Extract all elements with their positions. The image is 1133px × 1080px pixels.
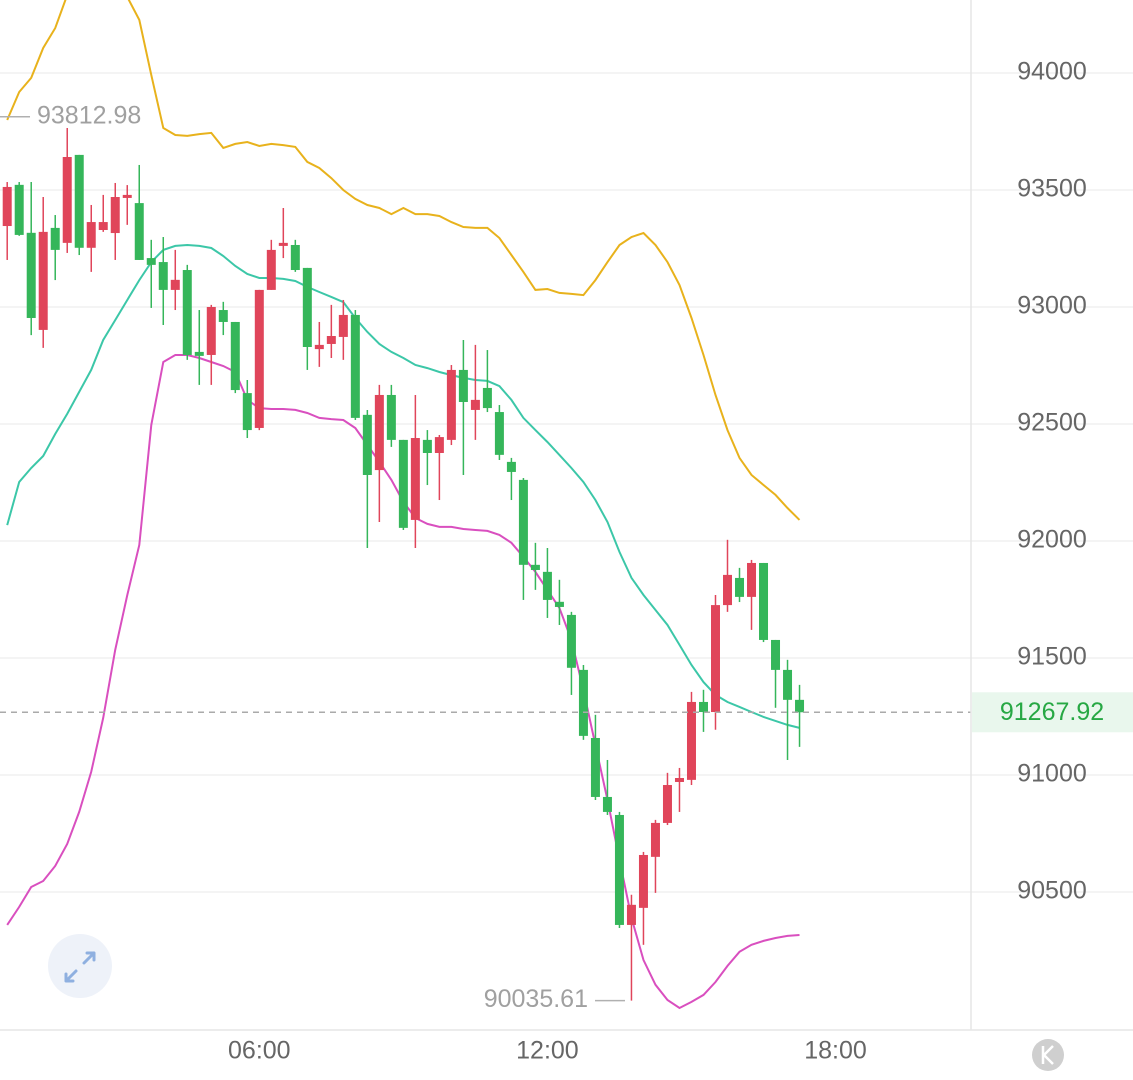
y-tick-label: 92500: [1017, 409, 1087, 437]
candle-body: [590, 737, 600, 797]
candle-body: [698, 701, 708, 713]
x-tick-label: 12:00: [516, 1037, 579, 1065]
candle-body: [735, 577, 745, 597]
candle-body: [723, 574, 732, 606]
candle-body: [771, 639, 781, 670]
last-price-label: 91267.92: [1000, 698, 1104, 726]
last-price-badge: [972, 692, 1133, 733]
candle-body: [542, 571, 552, 600]
candle-body: [482, 387, 492, 409]
candle-body: [242, 393, 252, 431]
candle-body: [578, 669, 588, 736]
y-tick-label: 90500: [1017, 877, 1087, 905]
candle-body: [290, 244, 300, 271]
band-line: [6, 0, 801, 521]
y-tick-label: 94000: [1017, 58, 1087, 86]
annotation-label: 93812.98: [37, 101, 141, 129]
candle-body: [410, 438, 420, 520]
candle-body: [254, 289, 264, 428]
expand-button[interactable]: [48, 934, 112, 998]
candle-body: [146, 258, 156, 265]
kline-icon[interactable]: [1041, 1045, 1054, 1065]
candle-body: [2, 186, 12, 227]
candle-body: [194, 351, 204, 356]
y-tick-label: 91000: [1017, 760, 1087, 788]
grid: [0, 72, 1133, 893]
candle-body: [350, 314, 360, 418]
y-tick-label: 93500: [1017, 175, 1087, 203]
candle-body: [602, 796, 612, 812]
x-tick-label: 06:00: [228, 1037, 291, 1065]
candle-body: [614, 814, 624, 925]
candle-body: [62, 157, 72, 243]
candle-body: [795, 699, 805, 713]
candle-body: [554, 601, 564, 607]
candle-body: [74, 154, 84, 248]
candle-body: [398, 439, 408, 528]
candle-body: [134, 203, 144, 260]
candle-body: [266, 249, 276, 290]
candle-body: [362, 414, 372, 475]
candle-body: [50, 227, 60, 250]
candle-body: [86, 222, 96, 248]
candle-body: [434, 437, 444, 453]
candle-body: [26, 232, 36, 318]
y-tick-label: 93000: [1017, 292, 1087, 320]
candle-body: [650, 822, 660, 857]
candle-body: [446, 369, 456, 440]
candle-body: [494, 412, 504, 455]
candle-body: [230, 321, 240, 391]
y-tick-label: 91500: [1017, 643, 1087, 671]
kline-button[interactable]: [1032, 1039, 1064, 1071]
annotation-label: 90035.61: [484, 985, 588, 1013]
candle-body: [518, 479, 528, 565]
candle-body: [278, 242, 288, 246]
candle-body: [110, 197, 120, 234]
candle-body: [626, 904, 636, 925]
overlay: 90500 91000 91500 92000 92500 93000 93500 94000…: [0, 58, 1133, 1065]
candle-body: [302, 267, 312, 347]
candle-body: [122, 194, 132, 198]
candle-body: [470, 399, 480, 410]
candle-body: [206, 306, 216, 355]
candle-body: [314, 344, 324, 350]
candle-body: [170, 279, 180, 290]
x-tick-label: 18:00: [804, 1037, 867, 1065]
candle-body: [710, 605, 720, 713]
kline-button-bg[interactable]: [1032, 1039, 1064, 1071]
candle-body: [566, 614, 576, 668]
expand-button-bg[interactable]: [48, 934, 112, 998]
candle-body: [530, 564, 540, 570]
candle-body: [386, 394, 396, 440]
candle-body: [338, 314, 348, 337]
candle-body: [638, 854, 648, 908]
band-line: [6, 243, 800, 729]
candle-body: [759, 562, 769, 640]
candle-body: [374, 394, 384, 471]
candles: [2, 127, 805, 1001]
candle-body: [458, 369, 468, 402]
candle-body: [158, 262, 168, 290]
candle-body: [506, 461, 516, 472]
candle-body: [14, 184, 24, 235]
candle-body: [674, 777, 684, 782]
candle-body: [783, 669, 793, 700]
y-tick-label: 92000: [1017, 526, 1087, 554]
candle-body: [182, 270, 192, 355]
candle-body: [747, 562, 757, 597]
candle-body: [218, 310, 228, 322]
candle-body: [326, 336, 336, 344]
candle-body: [686, 701, 696, 780]
candle-body: [422, 439, 432, 453]
candle-body: [38, 231, 48, 330]
candle-body: [662, 785, 672, 823]
expand-icon[interactable]: [64, 951, 96, 983]
candle-body: [98, 222, 108, 231]
